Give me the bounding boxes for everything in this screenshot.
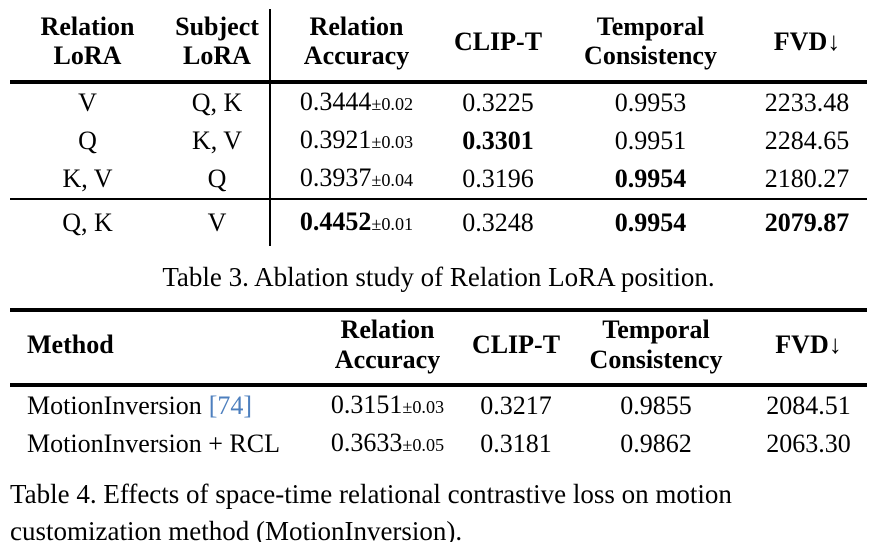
table3-header-temporal-consistency: Temporal Consistency bbox=[554, 9, 747, 84]
accuracy-std: ±0.01 bbox=[371, 213, 414, 234]
table4-header-clip-t: CLIP-T bbox=[470, 310, 562, 387]
temporal-consistency-cell: 0.9862 bbox=[620, 428, 692, 458]
table3-row: Q K, V 0.3921±0.03 0.3301 0.9951 2284.65 bbox=[10, 121, 867, 160]
subject-lora-cell: K, V bbox=[191, 126, 243, 156]
relation-accuracy-cell: 0.3444±0.02 bbox=[269, 81, 442, 122]
method-cell: MotionInversion [74] bbox=[10, 385, 305, 425]
clip-t-cell: 0.3181 bbox=[480, 428, 552, 458]
accuracy-std: ±0.03 bbox=[402, 396, 445, 417]
accuracy-std: ±0.05 bbox=[402, 434, 445, 455]
relation-lora-cell: Q bbox=[78, 126, 97, 156]
fvd-cell: 2063.30 bbox=[766, 428, 851, 458]
header-line: Method bbox=[27, 329, 114, 359]
header-line: Accuracy bbox=[303, 41, 410, 71]
clip-t-cell: 0.3225 bbox=[462, 88, 534, 118]
accuracy-value: 0.4452 bbox=[299, 206, 372, 236]
table3-header-clip-t: CLIP-T bbox=[442, 9, 554, 84]
header-line: Relation bbox=[309, 12, 404, 41]
accuracy-value: 0.3151 bbox=[330, 389, 403, 419]
accuracy-std: ±0.02 bbox=[371, 93, 414, 114]
table4-header-relation-accuracy: Relation Accuracy bbox=[305, 310, 470, 387]
header-line: FVD bbox=[773, 26, 828, 56]
clip-t-cell: 0.3248 bbox=[442, 197, 554, 246]
header-line: Temporal bbox=[596, 12, 705, 41]
fvd-cell: 2233.48 bbox=[764, 88, 850, 118]
accuracy-std: ±0.04 bbox=[371, 169, 414, 190]
table3-header-relation-lora: Relation LoRA bbox=[10, 9, 165, 84]
header-line: FVD bbox=[775, 329, 829, 359]
method-name: MotionInversion bbox=[27, 390, 202, 420]
accuracy-std: ±0.03 bbox=[371, 131, 414, 152]
subject-lora-cell: Q, K bbox=[191, 88, 243, 118]
header-line: Consistency bbox=[584, 41, 717, 71]
fvd-cell: 2180.27 bbox=[764, 164, 850, 194]
relation-lora-cell: V bbox=[78, 88, 97, 118]
relation-accuracy-cell: 0.4452±0.01 bbox=[269, 197, 442, 246]
down-arrow-icon: ↓ bbox=[828, 329, 842, 359]
clip-t-cell: 0.3301 bbox=[462, 126, 534, 156]
accuracy-value: 0.3444 bbox=[299, 86, 372, 116]
relation-lora-cell: Q, K bbox=[10, 197, 165, 246]
table3-row-highlight: Q, K V 0.4452±0.01 0.3248 0.9954 2079.87 bbox=[10, 197, 867, 246]
table4-rcl-effects: Method Relation Accuracy CLIP-T Temporal… bbox=[10, 308, 867, 463]
table4-caption: Table 4. Effects of space-time relationa… bbox=[10, 478, 732, 542]
fvd-cell: 2084.51 bbox=[766, 390, 851, 420]
header-line: Relation bbox=[40, 12, 135, 41]
relation-accuracy-cell: 0.3633±0.05 bbox=[305, 425, 470, 463]
relation-lora-cell: K, V bbox=[62, 164, 113, 194]
table4-header-temporal-consistency: Temporal Consistency bbox=[562, 310, 750, 387]
table3-row: V Q, K 0.3444±0.02 0.3225 0.9953 2233.48 bbox=[10, 81, 867, 122]
accuracy-value: 0.3633 bbox=[330, 427, 403, 457]
fvd-cell: 2284.65 bbox=[764, 126, 850, 156]
header-line: Consistency bbox=[589, 344, 723, 374]
temporal-consistency-cell: 0.9954 bbox=[554, 197, 747, 246]
subject-lora-cell: Q bbox=[207, 164, 227, 194]
relation-accuracy-cell: 0.3921±0.03 bbox=[269, 121, 442, 160]
table4-header-fvd: FVD↓ bbox=[750, 310, 867, 387]
table3-header-subject-lora: Subject LoRA bbox=[165, 9, 270, 84]
table3-caption: Table 3. Ablation study of Relation LoRA… bbox=[162, 261, 715, 292]
relation-accuracy-cell: 0.3151±0.03 bbox=[305, 385, 470, 425]
header-line: CLIP-T bbox=[453, 26, 543, 56]
table4-row: MotionInversion [74] 0.3151±0.03 0.3217 0… bbox=[10, 385, 867, 425]
relation-accuracy-cell: 0.3937±0.04 bbox=[269, 159, 442, 199]
table3-header-row: Relation LoRA Subject LoRA Relation Accu… bbox=[10, 9, 867, 84]
header-line: CLIP-T bbox=[471, 329, 561, 359]
header-line: LoRA bbox=[53, 41, 122, 71]
subject-lora-cell: V bbox=[165, 197, 270, 246]
method-cell: MotionInversion + RCL bbox=[10, 425, 305, 463]
table4-row: MotionInversion + RCL 0.3633±0.05 0.3181… bbox=[10, 425, 867, 463]
table4-header-method: Method bbox=[10, 310, 305, 387]
accuracy-value: 0.3921 bbox=[299, 124, 372, 154]
method-name: MotionInversion + RCL bbox=[27, 428, 280, 458]
header-line: LoRA bbox=[183, 41, 251, 71]
clip-t-cell: 0.3196 bbox=[462, 164, 534, 194]
fvd-cell: 2079.87 bbox=[747, 197, 867, 246]
accuracy-value: 0.3937 bbox=[299, 162, 372, 192]
temporal-consistency-cell: 0.9953 bbox=[614, 88, 687, 118]
header-line: Accuracy bbox=[334, 344, 441, 374]
table3-ablation-lora-position: Relation LoRA Subject LoRA Relation Accu… bbox=[10, 9, 867, 246]
table3-header-fvd: FVD↓ bbox=[747, 9, 867, 84]
temporal-consistency-cell: 0.9855 bbox=[620, 390, 692, 420]
header-line: Relation bbox=[340, 315, 435, 345]
table3-row: K, V Q 0.3937±0.04 0.3196 0.9954 2180.27 bbox=[10, 159, 867, 199]
clip-t-cell: 0.3217 bbox=[480, 390, 552, 420]
temporal-consistency-cell: 0.9954 bbox=[614, 164, 687, 194]
temporal-consistency-cell: 0.9951 bbox=[614, 126, 687, 156]
header-line: Temporal bbox=[602, 315, 710, 345]
header-line: Subject bbox=[175, 12, 259, 41]
down-arrow-icon: ↓ bbox=[827, 26, 841, 56]
table4-header-row: Method Relation Accuracy CLIP-T Temporal… bbox=[10, 310, 867, 387]
citation-link[interactable]: [74] bbox=[208, 390, 253, 420]
table3-header-relation-accuracy: Relation Accuracy bbox=[269, 9, 442, 84]
